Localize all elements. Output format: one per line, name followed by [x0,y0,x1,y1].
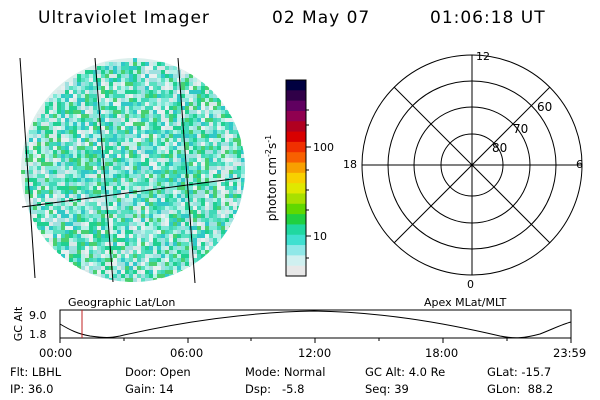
time-label: 01:06:18 UT [430,8,546,28]
timeline-axis-label: GC Alt [12,306,25,341]
footer-door: Door: Open [125,365,191,379]
timeline-left-title: Geographic Lat/Lon [68,296,175,309]
timeline-xtick-4: 23:59 [553,346,586,360]
mlt-label-12: 12 [476,50,490,63]
timeline-xtick-1: 06:00 [170,346,203,360]
timeline-ytick-bottom: 1.8 [29,328,47,341]
mlat-label-60: 60 [537,100,552,114]
polar-plot [361,54,583,276]
timeline-xtick-2: 12:00 [298,346,331,360]
footer-ip: IP: 36.0 [10,382,54,396]
mlt-label-6: 6 [576,158,583,171]
footer-gain: Gain: 14 [125,382,174,396]
colorbar-unit-label: photon cm-2s-1 [264,135,279,222]
footer-dsp: Dsp: -5.8 [245,382,305,396]
color-bar: 100 10 photon cm-2s-1 [264,79,334,277]
footer-seq: Seq: 39 [365,382,409,396]
mlat-label-80: 80 [492,141,507,155]
footer-filter: Flt: LBHL [10,365,62,379]
mlt-label-18: 18 [343,158,357,171]
footer-glon: GLon: 88.2 [487,382,554,396]
colorbar-tick-100: 100 [313,141,334,154]
altitude-timeline: GC Alt 9.0 1.8 Geographic Lat/Lon Apex M… [12,296,586,360]
instrument-title: Ultraviolet Imager [38,8,210,28]
timeline-right-title: Apex MLat/MLT [424,296,507,309]
timeline-ytick-top: 9.0 [29,309,47,322]
timeline-xtick-3: 18:00 [425,346,458,360]
geographic-grid [19,57,241,284]
mlat-label-70: 70 [513,122,528,136]
date-label: 02 May 07 [272,8,371,28]
footer-mode: Mode: Normal [245,365,326,379]
footer-glat: GLat: -15.7 [487,365,552,379]
timeline-xtick-0: 00:00 [39,346,72,360]
uv-image [19,57,245,284]
footer-gc-alt: GC Alt: 4.0 Re [365,365,446,379]
colorbar-tick-10: 10 [313,230,327,243]
mlt-label-0: 0 [467,278,474,291]
